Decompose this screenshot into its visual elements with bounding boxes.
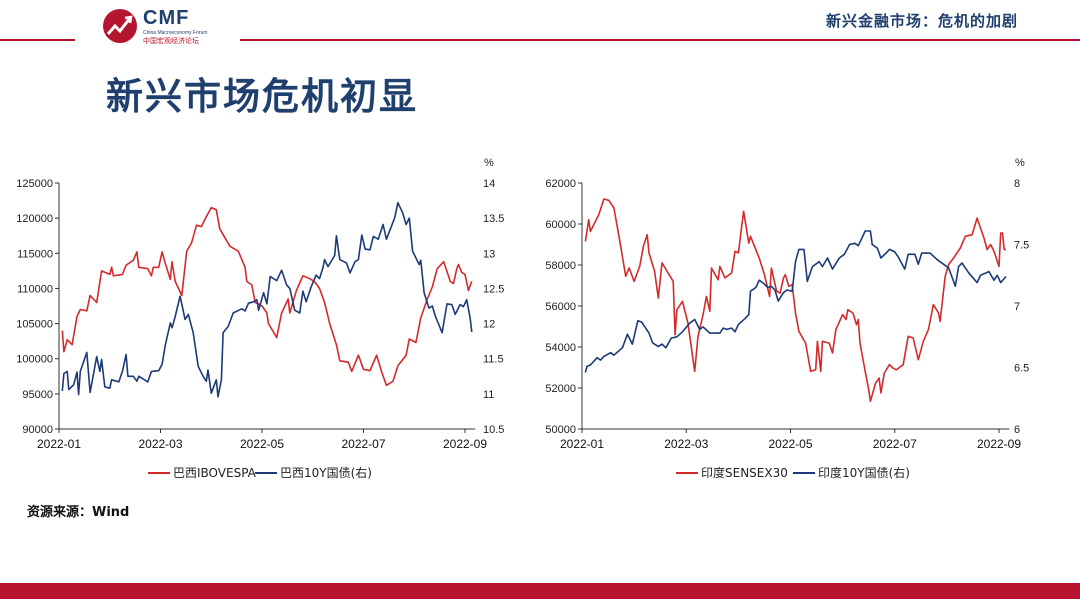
x-tick-label: 2022-03 xyxy=(664,437,708,451)
y-left-tick-label: 62000 xyxy=(545,178,576,190)
y-right-tick-label: 11 xyxy=(483,389,494,401)
legend-label: 巴西10Y国债(右) xyxy=(280,465,372,480)
logo-text: CMF xyxy=(143,7,190,29)
legend-label: 印度SENSEX30 xyxy=(701,465,788,480)
logo-subtitle: China Macroeconomy Forum xyxy=(143,30,208,36)
source-note: 资源来源：Wind xyxy=(27,505,130,520)
y-right-tick-label: 12.5 xyxy=(483,283,504,295)
y-right-tick-label: 7.5 xyxy=(1014,240,1029,252)
y-right-tick-label: 8 xyxy=(1014,178,1020,190)
y-right-tick-label: 13 xyxy=(483,248,495,260)
x-tick-label: 2022-07 xyxy=(341,437,385,451)
y-left-tick-label: 54000 xyxy=(545,342,576,354)
y-right-tick-label: 14 xyxy=(483,178,495,190)
y-right-tick-label: 12 xyxy=(483,319,495,331)
y-left-tick-label: 125000 xyxy=(16,178,53,190)
y-left-tick-label: 90000 xyxy=(22,424,53,436)
y-right-tick-label: 10.5 xyxy=(483,424,504,436)
series-line-bond-yield xyxy=(61,201,473,398)
legend-label: 巴西IBOVESPA xyxy=(173,466,257,480)
logo-chart-icon xyxy=(103,9,137,43)
section-title: 新兴金融市场：危机的加剧 xyxy=(825,12,1018,30)
y-left-tick-label: 120000 xyxy=(16,213,53,225)
x-tick-label: 2022-01 xyxy=(560,437,604,451)
y-right-tick-label: 6.5 xyxy=(1014,363,1029,375)
y-left-tick-label: 100000 xyxy=(16,354,53,366)
x-tick-label: 2022-07 xyxy=(873,437,917,451)
y-left-tick-label: 115000 xyxy=(17,248,53,260)
series-line-index xyxy=(584,198,1006,403)
y-right-unit: % xyxy=(484,157,494,169)
footer-bar xyxy=(0,583,1080,599)
y-left-tick-label: 110000 xyxy=(17,283,53,295)
y-left-tick-label: 95000 xyxy=(22,389,53,401)
x-tick-label: 2022-09 xyxy=(443,437,487,451)
y-left-tick-label: 58000 xyxy=(545,260,576,272)
y-left-tick-label: 50000 xyxy=(545,424,576,436)
y-right-unit: % xyxy=(1015,157,1025,169)
x-tick-label: 2022-03 xyxy=(138,437,182,451)
series-line-index xyxy=(61,206,473,387)
y-right-tick-label: 6 xyxy=(1014,424,1020,436)
page-title: 新兴市场危机初显 xyxy=(106,75,418,118)
series-line-bond-yield xyxy=(584,230,1007,373)
x-tick-label: 2022-05 xyxy=(240,437,284,451)
x-tick-label: 2022-01 xyxy=(37,437,81,451)
cmf-logo: CMF China Macroeconomy Forum 中国宏观经济论坛 xyxy=(103,7,243,45)
header-rule-left xyxy=(0,39,75,41)
header-rule-right xyxy=(240,39,1080,41)
y-left-tick-label: 105000 xyxy=(16,319,53,331)
legend-label: 印度10Y国债(右) xyxy=(818,465,910,480)
x-tick-label: 2022-09 xyxy=(977,437,1021,451)
y-left-tick-label: 60000 xyxy=(545,219,576,231)
x-tick-label: 2022-05 xyxy=(768,437,812,451)
y-right-tick-label: 13.5 xyxy=(483,213,504,225)
logo-cn: 中国宏观经济论坛 xyxy=(143,37,199,45)
y-right-tick-label: 7 xyxy=(1014,301,1020,313)
y-right-tick-label: 11.5 xyxy=(483,354,504,366)
y-left-tick-label: 52000 xyxy=(545,383,576,395)
y-left-tick-label: 56000 xyxy=(545,301,576,313)
